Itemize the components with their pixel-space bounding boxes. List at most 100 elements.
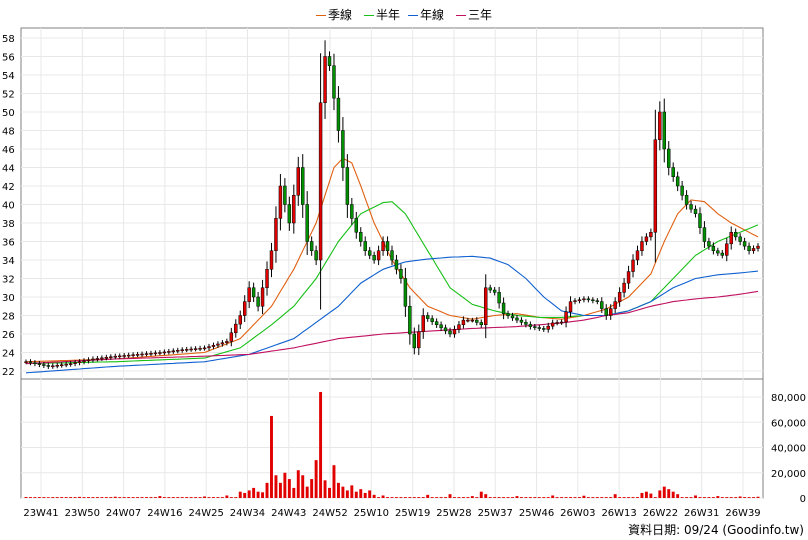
candle-body [296,167,300,196]
volume-bar [287,479,291,498]
volume-bar [756,496,760,498]
volume-bar [270,415,273,498]
candle-body [497,292,501,304]
volume-tick-label: 40,000 [771,444,806,455]
candle-body [742,241,747,247]
volume-bar [671,491,675,498]
candle-body [591,299,595,302]
volume-bar [466,497,470,498]
ma-line-年線 [25,255,759,374]
price-tick-label: 58 [2,34,15,45]
candle-body [247,287,251,302]
candle-body [140,353,144,356]
candle-body [126,354,131,357]
volume-bar [591,497,595,498]
candle-body [46,365,51,367]
volume-bar [162,497,166,498]
volume-bar [42,497,46,498]
volume-bar [131,497,135,498]
candle-body [412,333,417,349]
candle-body [51,365,55,368]
volume-bar [73,497,77,498]
volume-bar [569,497,572,498]
price-tick-label: 28 [2,312,15,323]
candle-body [158,352,162,354]
candle-body [533,326,537,328]
volume-bar [78,496,82,498]
candle-body [506,313,510,317]
candle-body [524,322,528,325]
grid-lines [21,28,763,499]
candle-body [586,298,591,301]
volume-bar [720,497,724,498]
candle-body [662,111,666,150]
candle-body [475,319,479,323]
candle-body [180,349,184,351]
date-axis-labels: 23W41 23W50 24W07 24W16 24W25 24W34 24W43 24W52… [23,508,760,519]
candle-body [202,347,207,350]
volume-bar [506,497,510,498]
volume-bar [582,495,586,498]
candle-body [354,218,359,233]
candle-body [42,364,46,366]
candle-body [617,292,622,302]
volume-bar [457,497,461,498]
volume-bar [220,497,224,498]
candle-body [367,250,372,256]
volume-bar [653,497,657,498]
candle-body [470,319,475,322]
price-tick-label: 52 [2,90,15,101]
volume-bar [515,496,519,498]
volume-bar [118,497,122,498]
volume-bar [560,497,564,498]
volume-bar [533,497,537,498]
candle-body [559,321,564,324]
candle-body [318,102,323,261]
volume-bar [29,497,32,498]
candle-body [359,232,363,242]
volume-bar [136,497,140,498]
price-tick-label: 54 [2,71,15,82]
candle-body [608,308,613,316]
candle-body [747,245,751,251]
volume-bars [24,391,760,498]
candle-body [644,236,649,242]
volume-bar [734,497,738,498]
ma-line-三年 [25,290,759,365]
volume-bar [252,487,256,498]
volume-bar [586,497,590,498]
volume-bar [46,497,50,498]
volume-bar [247,490,251,498]
candle-body [332,65,336,99]
volume-bar [689,497,693,498]
candle-body [452,329,457,335]
volume-bar [390,497,394,498]
volume-bar [261,492,265,498]
candle-body [403,278,408,307]
price-tick-label: 50 [2,108,15,119]
candle-body [33,362,37,364]
volume-bar [64,497,68,498]
candle-body [492,289,497,293]
volume-bar [296,470,300,498]
candle-body [287,204,292,224]
candle-body [256,296,260,307]
candle-body [550,322,555,327]
volume-bar [87,497,90,498]
volume-bar [528,497,532,498]
candle-body [162,351,167,354]
date-tick-label: 24W43 [271,508,306,519]
volume-bar [283,472,287,498]
volume-bar [622,497,626,498]
volume-bar [519,497,523,498]
candle-body [198,347,202,350]
volume-bar [448,494,452,498]
candle-body [711,245,716,251]
candle-body [64,363,68,366]
legend-label: 半年 [376,8,401,22]
candle-body [292,195,296,224]
volume-bar [426,494,430,498]
candle-body [756,245,760,249]
volume-bar [104,497,108,498]
candle-body [59,364,64,366]
